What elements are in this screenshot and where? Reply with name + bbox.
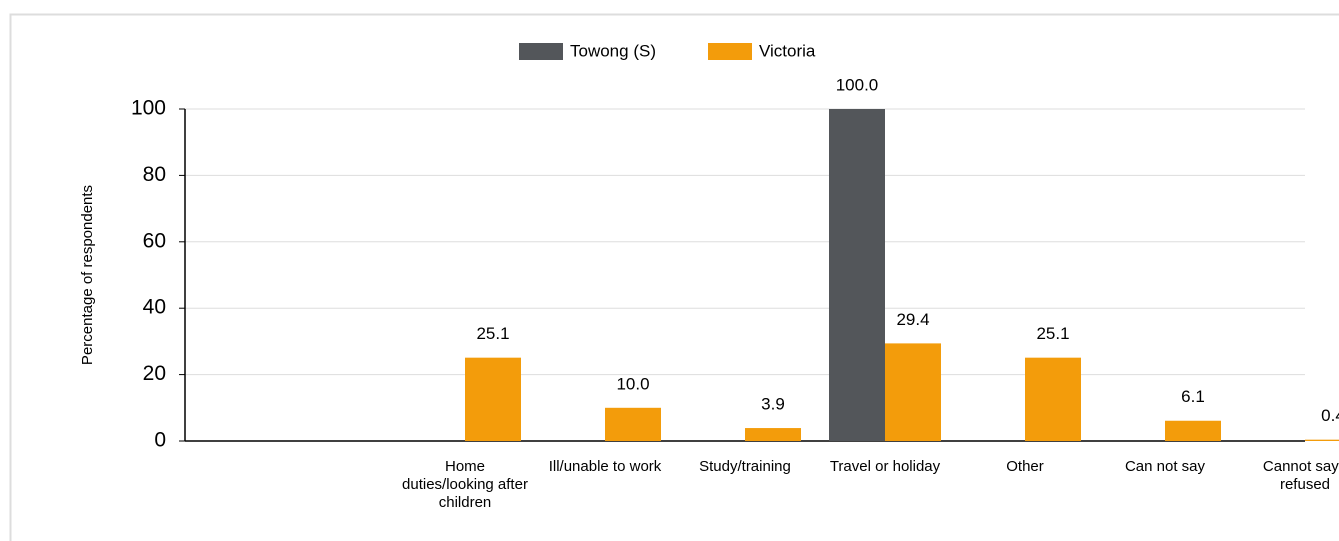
bar <box>829 109 885 441</box>
y-tick-label: 60 <box>143 229 166 252</box>
value-label: 25.1 <box>476 324 509 343</box>
bar <box>745 428 801 441</box>
legend-swatch <box>519 43 563 60</box>
legend-label: Towong (S) <box>570 41 656 60</box>
x-tick-label: Can not say <box>1124 458 1206 475</box>
bar <box>605 407 661 441</box>
bar <box>465 357 521 441</box>
value-label: 100.0 <box>836 75 879 94</box>
value-label: 0.4 <box>1321 406 1339 425</box>
y-tick-label: 100 <box>131 97 166 120</box>
frame <box>9 13 1339 541</box>
y-tick-label: 40 <box>143 296 166 319</box>
bar <box>1165 420 1221 441</box>
value-label: 6.1 <box>1181 387 1205 406</box>
bar <box>1305 439 1339 441</box>
legend-label: Victoria <box>759 41 816 60</box>
bar <box>885 343 941 441</box>
value-label: 29.4 <box>896 310 929 329</box>
y-tick-label: 20 <box>143 362 166 385</box>
value-label: 3.9 <box>761 395 785 414</box>
x-tick-label: Study/training <box>699 458 791 475</box>
x-tick-label: Travel or holiday <box>829 458 941 475</box>
y-tick-label: 0 <box>154 429 166 452</box>
value-label: 10.0 <box>616 374 649 393</box>
bar <box>1025 357 1081 441</box>
legend-swatch <box>708 43 752 60</box>
y-tick-label: 80 <box>143 163 166 186</box>
x-tick-label: Cannot say / refused <box>1262 458 1339 493</box>
x-tick-label: Home duties/looking after children <box>402 458 528 511</box>
y-axis-label: Percentage of respondents <box>79 185 96 365</box>
x-tick-label: Other <box>1006 458 1044 475</box>
x-tick-label: Ill/unable to work <box>548 458 662 475</box>
value-label: 25.1 <box>1036 324 1069 343</box>
